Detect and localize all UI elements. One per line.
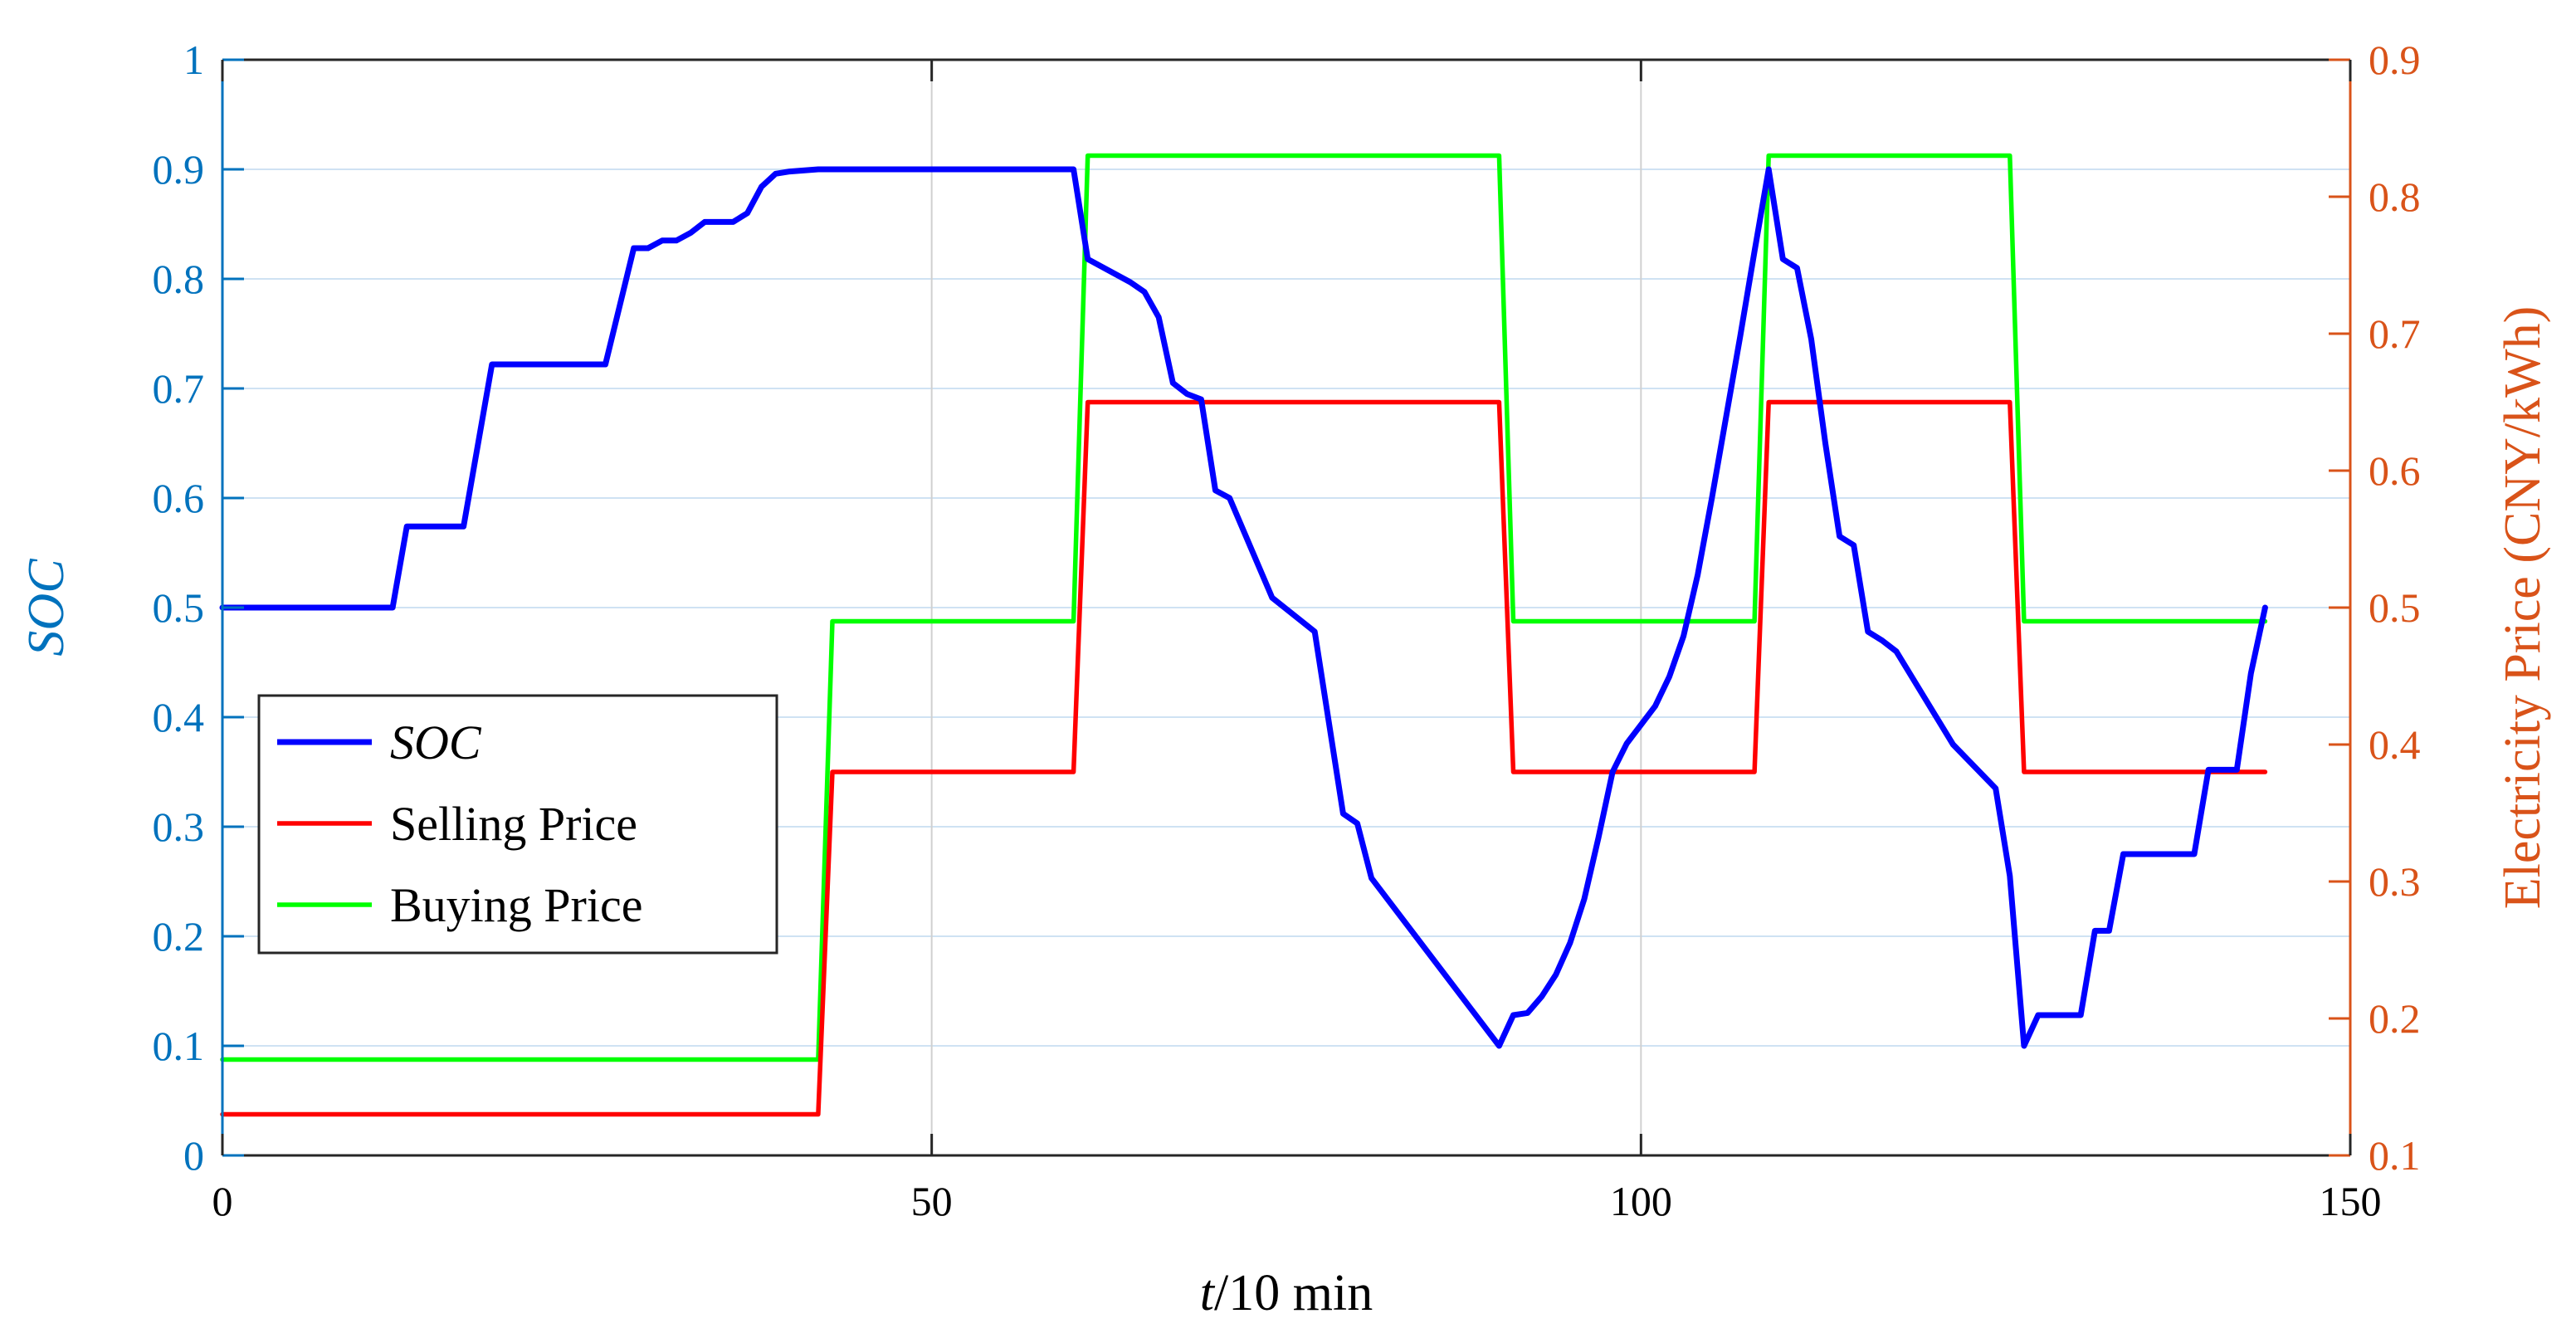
- x-tick-label: 0: [212, 1178, 233, 1224]
- y-left-tick-label: 0.6: [153, 475, 205, 521]
- x-tick-label: 50: [911, 1178, 953, 1224]
- x-tick-label: 100: [1610, 1178, 1672, 1224]
- legend: SOC Selling Price Buying Price: [257, 694, 778, 955]
- y-right-tick-label: 0.3: [2369, 858, 2421, 905]
- y-left-tick-label: 1: [183, 37, 204, 83]
- y-axis-right-label: Electricity Price (CNY/kWh): [2495, 306, 2551, 910]
- y-left-tick-label: 0.1: [153, 1023, 205, 1069]
- y-left-tick-label: 0.8: [153, 256, 205, 302]
- y-left-tick-label: 0.2: [153, 913, 205, 960]
- series-line-selling-price: [220, 399, 2268, 1117]
- y-right-tick-label: 0.6: [2369, 447, 2421, 494]
- series-line-soc: [219, 166, 2268, 1049]
- ticks-layer: 0 0.1 0.2 0.3 0.4 0.5 0.6 0.7 0.8 0.9 1 0.1 0.2 0.3 0.…: [153, 37, 2421, 1224]
- y-right-tick-label: 0.5: [2369, 584, 2421, 631]
- y-left-tick-label: 0: [183, 1132, 204, 1179]
- y-left-tick-label: 0.9: [153, 146, 205, 193]
- y-left-tick-label: 0.5: [153, 584, 205, 631]
- axis-titles: SOC Electricity Price (CNY/kWh) t/10 min: [18, 306, 2551, 1321]
- x-axis-label: t/10 min: [1200, 1265, 1373, 1321]
- y-right-tick-label: 0.9: [2369, 37, 2421, 83]
- y-left-tick-label: 0.3: [153, 803, 205, 850]
- y-right-tick-label: 0.7: [2369, 310, 2421, 357]
- y-right-tick-label: 0.8: [2369, 173, 2421, 220]
- series-line-buying-price: [220, 153, 2268, 1062]
- y-right-tick-label: 0.2: [2369, 995, 2421, 1042]
- y-right-tick-label: 0.1: [2369, 1132, 2421, 1179]
- x-tick-label: 150: [2320, 1178, 2382, 1224]
- x-axis-label-unit: /10 min: [1214, 1265, 1373, 1321]
- legend-label-soc: SOC: [390, 715, 482, 769]
- y-left-tick-label: 0.4: [153, 694, 205, 740]
- legend-label-buying-price: Buying Price: [390, 878, 642, 932]
- y-axis-left-label: SOC: [18, 559, 75, 657]
- x-axis-label-variable: t: [1200, 1265, 1216, 1321]
- legend-label-selling-price: Selling Price: [390, 797, 637, 851]
- series-layer: [219, 153, 2268, 1117]
- y-right-tick-label: 0.4: [2369, 721, 2421, 768]
- y-left-tick-label: 0.7: [153, 365, 205, 412]
